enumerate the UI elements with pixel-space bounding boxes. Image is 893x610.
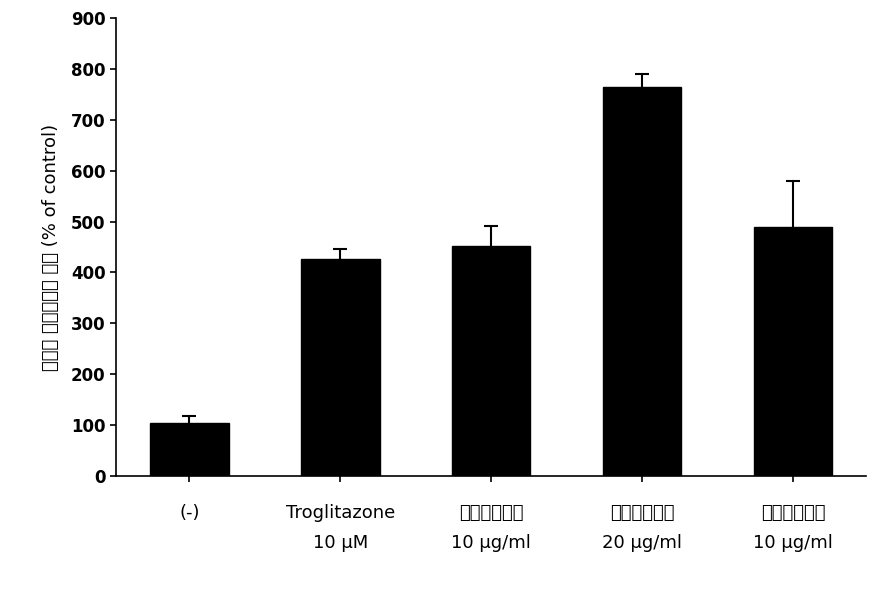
Bar [754, 227, 832, 476]
Text: Troglitazone: Troglitazone [286, 504, 395, 522]
Text: 에탄올추출물: 에탄올추출물 [610, 504, 674, 522]
Bar [150, 423, 229, 476]
Bar [452, 246, 530, 476]
Bar [301, 259, 380, 476]
Text: 10 μg/ml: 10 μg/ml [451, 534, 531, 552]
Bar [603, 87, 681, 476]
Text: 에탄올추출물: 에탄올추출물 [459, 504, 523, 522]
Text: (-): (-) [179, 504, 200, 522]
Y-axis label: 상대적 누시퍼아제 활성 (% of control): 상대적 누시퍼아제 활성 (% of control) [42, 123, 60, 371]
Text: 20 μg/ml: 20 μg/ml [602, 534, 682, 552]
Text: 10 μM: 10 μM [313, 534, 368, 552]
Text: 10 μg/ml: 10 μg/ml [753, 534, 833, 552]
Text: 메탄올추출물: 메탄올추출물 [761, 504, 825, 522]
